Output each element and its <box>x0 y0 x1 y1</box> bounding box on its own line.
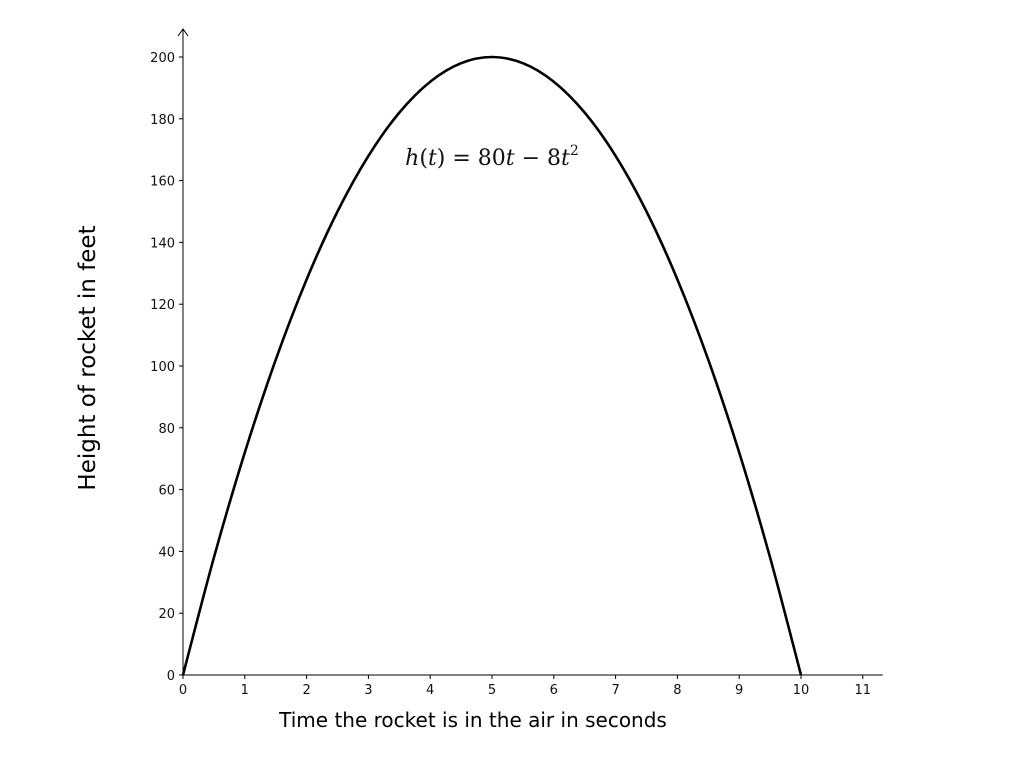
x-tick-label: 9 <box>735 683 743 698</box>
equation-annotation: h(t) = 80t − 8t2 <box>405 143 579 171</box>
x-tick-label: 7 <box>611 683 619 698</box>
y-tick-label: 200 <box>150 51 175 66</box>
eq-part-t3: t <box>561 146 570 171</box>
eq-part-minus: − 8 <box>515 146 561 171</box>
x-axis-label: Time the rocket is in the air in seconds <box>278 708 667 732</box>
x-tick-label: 6 <box>550 683 558 698</box>
y-axis-label: Height of rocket in feet <box>75 225 101 490</box>
y-tick-label: 20 <box>158 607 175 622</box>
x-tick-label: 11 <box>855 683 872 698</box>
eq-part-eq: ) = 80 <box>437 146 506 171</box>
eq-part-exp: 2 <box>570 143 579 159</box>
x-tick-label: 0 <box>179 683 187 698</box>
x-tick-label: 5 <box>488 683 496 698</box>
x-tick-label: 4 <box>426 683 434 698</box>
y-tick-labels: 0 20 40 60 80 100 120 140 160 180 200 <box>150 51 175 684</box>
y-tick-label: 180 <box>150 113 175 128</box>
x-tick-labels: 0 1 2 3 4 5 6 7 8 9 10 11 <box>179 683 871 698</box>
y-tick-label: 60 <box>158 484 175 499</box>
y-tick-label: 40 <box>158 545 175 560</box>
eq-part-t1: t <box>428 146 437 171</box>
series-line <box>181 55 803 676</box>
eq-part-open: ( <box>419 146 428 171</box>
eq-part-h: h <box>405 146 419 171</box>
y-axis-arrow <box>177 28 189 37</box>
eq-part-t2: t <box>506 146 515 171</box>
y-tick-label: 140 <box>150 236 175 251</box>
x-tick-label: 8 <box>673 683 681 698</box>
y-tick-label: 160 <box>150 175 175 190</box>
axis-ticks <box>179 56 864 679</box>
y-tick-label: 100 <box>150 360 175 375</box>
y-tick-label: 120 <box>150 298 175 313</box>
y-tick-label: 80 <box>158 422 175 437</box>
x-tick-label: 2 <box>302 683 310 698</box>
y-tick-label: 0 <box>167 669 175 684</box>
x-tick-label: 1 <box>241 683 249 698</box>
x-tick-label: 10 <box>793 683 810 698</box>
x-tick-label: 3 <box>364 683 372 698</box>
